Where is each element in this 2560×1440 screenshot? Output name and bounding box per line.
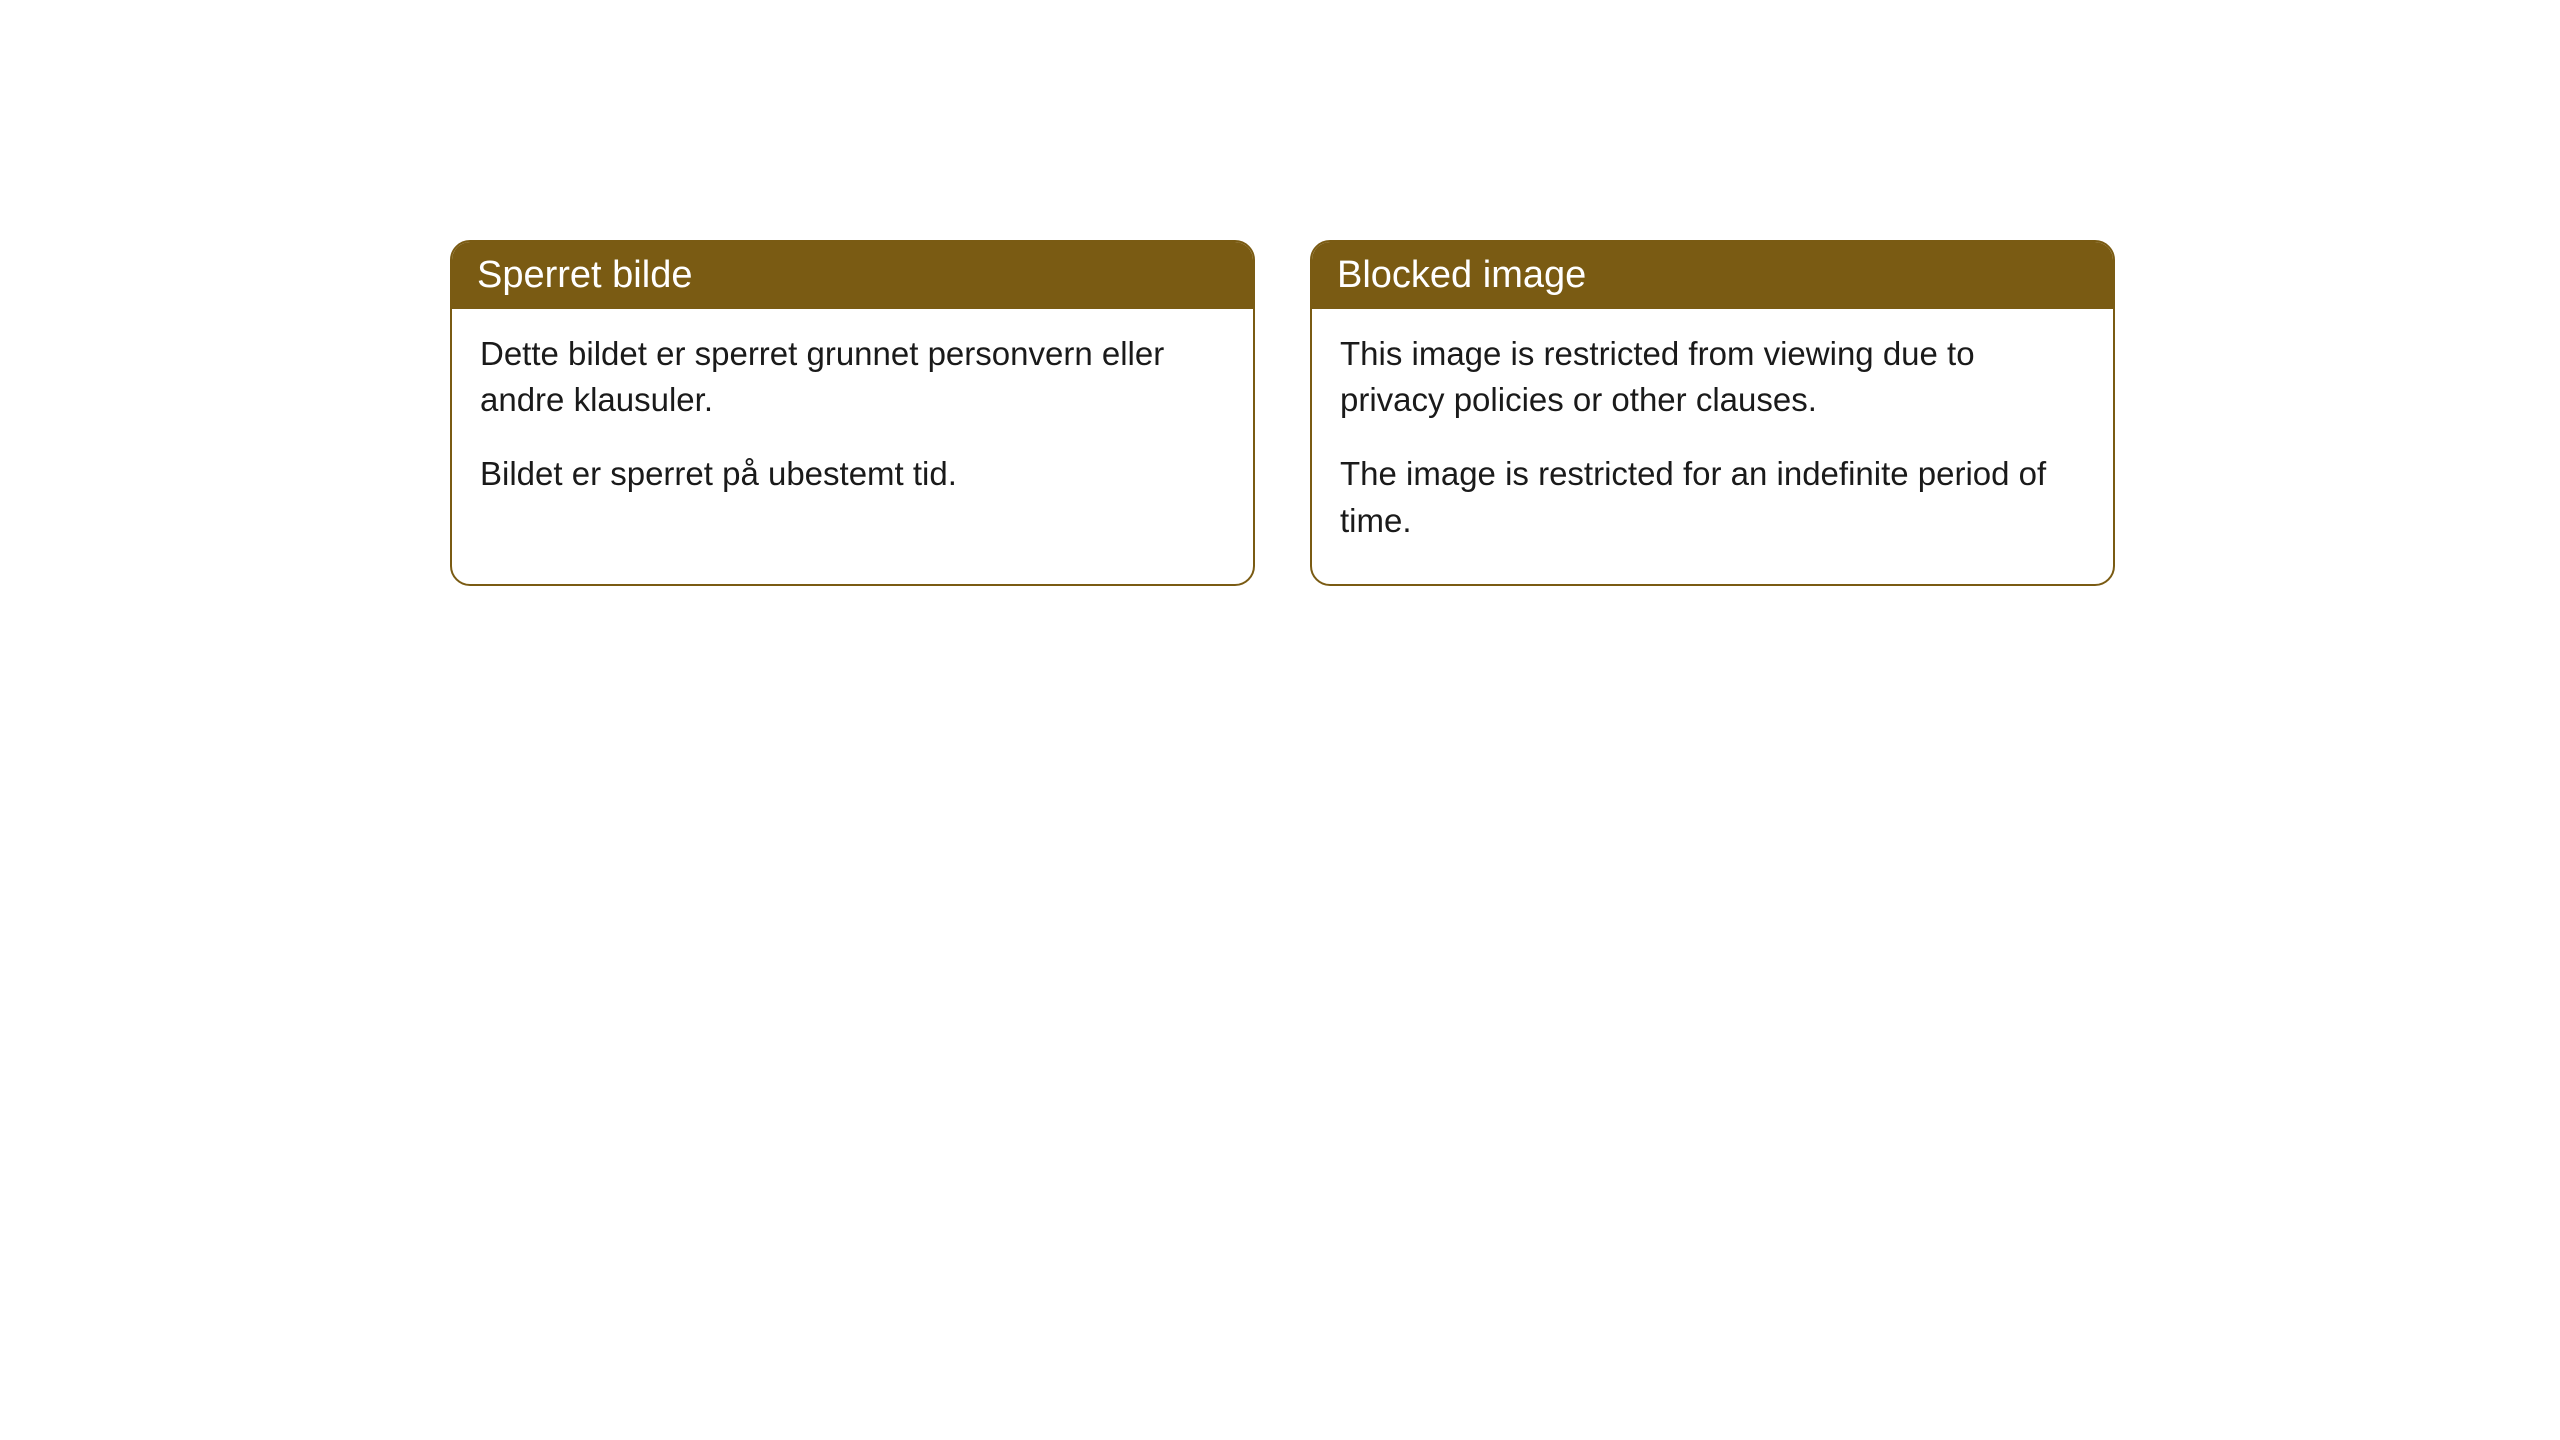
card-paragraph-1: This image is restricted from viewing du… [1340,331,2085,423]
card-title: Blocked image [1337,254,1586,296]
card-body: This image is restricted from viewing du… [1312,309,2113,584]
card-header: Sperret bilde [452,242,1253,309]
card-paragraph-1: Dette bildet er sperret grunnet personve… [480,331,1225,423]
notice-card-english: Blocked image This image is restricted f… [1310,240,2115,586]
card-header: Blocked image [1312,242,2113,309]
card-paragraph-2: Bildet er sperret på ubestemt tid. [480,451,1225,497]
notice-cards-container: Sperret bilde Dette bildet er sperret gr… [450,240,2560,586]
card-paragraph-2: The image is restricted for an indefinit… [1340,451,2085,543]
notice-card-norwegian: Sperret bilde Dette bildet er sperret gr… [450,240,1255,586]
card-title: Sperret bilde [477,254,692,296]
card-body: Dette bildet er sperret grunnet personve… [452,309,1253,538]
